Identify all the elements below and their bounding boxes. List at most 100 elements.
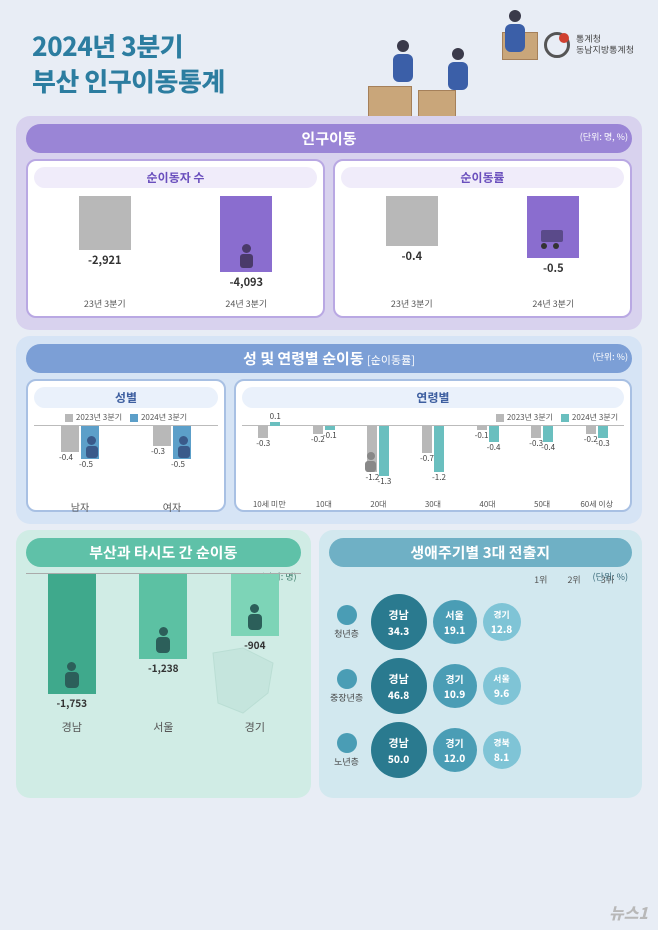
destination-circle: 경남46.8 (371, 658, 427, 714)
bar: -0.3 (531, 426, 541, 438)
age-box: 연령별 2023년 3분기 2024년 3분기 -0.30.1-0.2-0.1-… (234, 379, 632, 512)
category-label: 23년 3분기 (34, 297, 176, 310)
age-legend-2024: 2024년 3분기 (572, 412, 618, 423)
net-migrants-box: 순이동자 수 -2,921 -4,093 23년 3분기24년 3분기 (26, 159, 325, 318)
category-label: 40대 (460, 499, 515, 510)
category-label: 경남 (26, 719, 118, 735)
bar: -1.3 (379, 426, 389, 476)
age-title: 연령별 (242, 387, 624, 408)
panel3-title: 부산과 타시도 간 순이동 (26, 538, 301, 567)
region-bar: -904 (231, 574, 279, 636)
gender-box: 성별 2023년 3분기 2024년 3분기 -0.4-0.5-0.3-0.5 … (26, 379, 226, 512)
org-logo: 통계청 동남지방통계청 (544, 32, 634, 58)
lifecycle-icon: 노년층 (329, 733, 365, 768)
lifecycle-row: 중장년층경남46.8경기10.9서울9.6 (329, 658, 632, 714)
bar-value: -0.5 (543, 260, 564, 276)
watermark: 뉴스1 (609, 900, 648, 924)
destination-circle: 경남50.0 (371, 722, 427, 778)
panel-region: 부산과 타시도 간 순이동 (단위: 명) -1,753-1,238-904 경… (16, 530, 311, 798)
bar: -0.3 (153, 426, 171, 446)
lifecycle-icon: 중장년층 (329, 669, 365, 704)
bar: -0.1 (325, 426, 335, 430)
net-rate-box: 순이동률 -0.4-0.5 23년 3분기24년 3분기 (333, 159, 632, 318)
bar: 0.1 (270, 422, 280, 426)
bar-value: -1,753 (42, 695, 102, 710)
bar-value: -2,921 (88, 252, 122, 268)
category-label: 24년 3분기 (176, 297, 318, 310)
rank2: 2위 (567, 573, 580, 586)
destination-circle: 경기12.0 (433, 728, 477, 772)
truck-icon (541, 230, 565, 256)
walker-icon (149, 627, 177, 657)
category-label: 30대 (406, 499, 461, 510)
net-rate-chart: -0.4 -0.5 (341, 192, 624, 297)
walker-icon (58, 662, 86, 692)
korea-map-icon (193, 643, 293, 723)
moving-illustration (348, 10, 548, 120)
legend-2024: 2024년 3분기 (141, 412, 187, 423)
bar-value: -0.4 (483, 442, 505, 453)
category-label: 23년 3분기 (341, 297, 483, 310)
rank1: 1위 (534, 573, 547, 586)
bar-value: -0.4 (401, 248, 422, 264)
male-icon (85, 436, 99, 459)
age-legend-2023: 2023년 3분기 (507, 412, 553, 423)
panel2-subtitle: [순이동률] (367, 352, 415, 368)
bar-value: -0.4 (537, 442, 559, 453)
age-legend: 2023년 3분기 2024년 3분기 (242, 412, 618, 423)
net-rate-title: 순이동률 (341, 167, 624, 188)
destination-circle: 경남34.3 (371, 594, 427, 650)
category-label: 남자 (34, 499, 126, 514)
age-chart: 2023년 3분기 2024년 3분기 -0.30.1-0.2-0.1-1.2-… (242, 412, 624, 504)
org-line2: 동남지방통계청 (576, 45, 634, 56)
title-line1: 2024년 3분기 (32, 28, 225, 63)
bar-value: -1.2 (428, 472, 450, 483)
destination-circle: 경기12.8 (483, 603, 521, 641)
bar-value: -0.5 (167, 459, 189, 470)
bar-value: -0.3 (252, 438, 274, 449)
gender-title: 성별 (34, 387, 218, 408)
rank-header: 1위 2위 3위 (329, 573, 614, 586)
title-block: 2024년 3분기 부산 인구이동통계 (32, 28, 225, 98)
category-label: 10세 미만 (242, 499, 297, 510)
destination-circle: 서울9.6 (483, 667, 521, 705)
walker-icon (241, 604, 269, 634)
bar: -0.3 (258, 426, 268, 438)
category-label: 10대 (297, 499, 352, 510)
header: 2024년 3분기 부산 인구이동통계 통계청 동남지방통계청 (0, 0, 658, 110)
bar-value: -0.4 (55, 452, 77, 463)
panel-lifecycle: 생애주기별 3대 전출지 (단위: %) 1위 2위 3위 청년층경남34.3서… (319, 530, 642, 798)
panel-migration: 인구이동 (단위: 명, %) 순이동자 수 -2,921-4,093 23년 … (16, 116, 642, 330)
net-migrants-title: 순이동자 수 (34, 167, 317, 188)
gender-chart: 2023년 3분기 2024년 3분기 -0.4-0.5-0.3-0.5 남자여… (34, 412, 218, 504)
region-chart: -1,753-1,238-904 경남서울경기 (26, 573, 301, 753)
gender-legend: 2023년 3분기 2024년 3분기 (34, 412, 218, 423)
title-line2: 부산 인구이동통계 (32, 63, 225, 98)
bar-value: -4,093 (229, 274, 263, 290)
destination-circle: 서울19.1 (433, 600, 477, 644)
category-label: 60세 이상 (569, 499, 624, 510)
bar: -0.2 (586, 426, 596, 434)
panel1-title: 인구이동 (26, 124, 632, 153)
panel2-title: 성 및 연령별 순이동 [순이동률] (26, 344, 632, 373)
bar: -0.4 (543, 426, 553, 442)
region-bar: -1,238 (139, 574, 187, 659)
category-label: 여자 (126, 499, 218, 514)
bar (386, 196, 438, 246)
bar: -0.3 (598, 426, 608, 438)
bar-value: -0.3 (592, 438, 614, 449)
logo-icon (544, 32, 570, 58)
destination-circle: 경북8.1 (483, 731, 521, 769)
bar: -0.4 (61, 426, 79, 452)
bar-value: -1,238 (133, 660, 193, 675)
lifecycle-row: 노년층경남50.0경기12.0경북8.1 (329, 722, 632, 778)
person-icon (365, 452, 376, 473)
bar-value: -1.3 (373, 476, 395, 487)
lifecycle-icon: 청년층 (329, 605, 365, 640)
org-text: 통계청 동남지방통계청 (576, 34, 634, 56)
bar: -0.7 (422, 426, 432, 453)
bar: -1.2 (434, 426, 444, 472)
category-label: 20대 (351, 499, 406, 510)
bar: -0.4 (489, 426, 499, 442)
walker-icon (234, 244, 258, 270)
